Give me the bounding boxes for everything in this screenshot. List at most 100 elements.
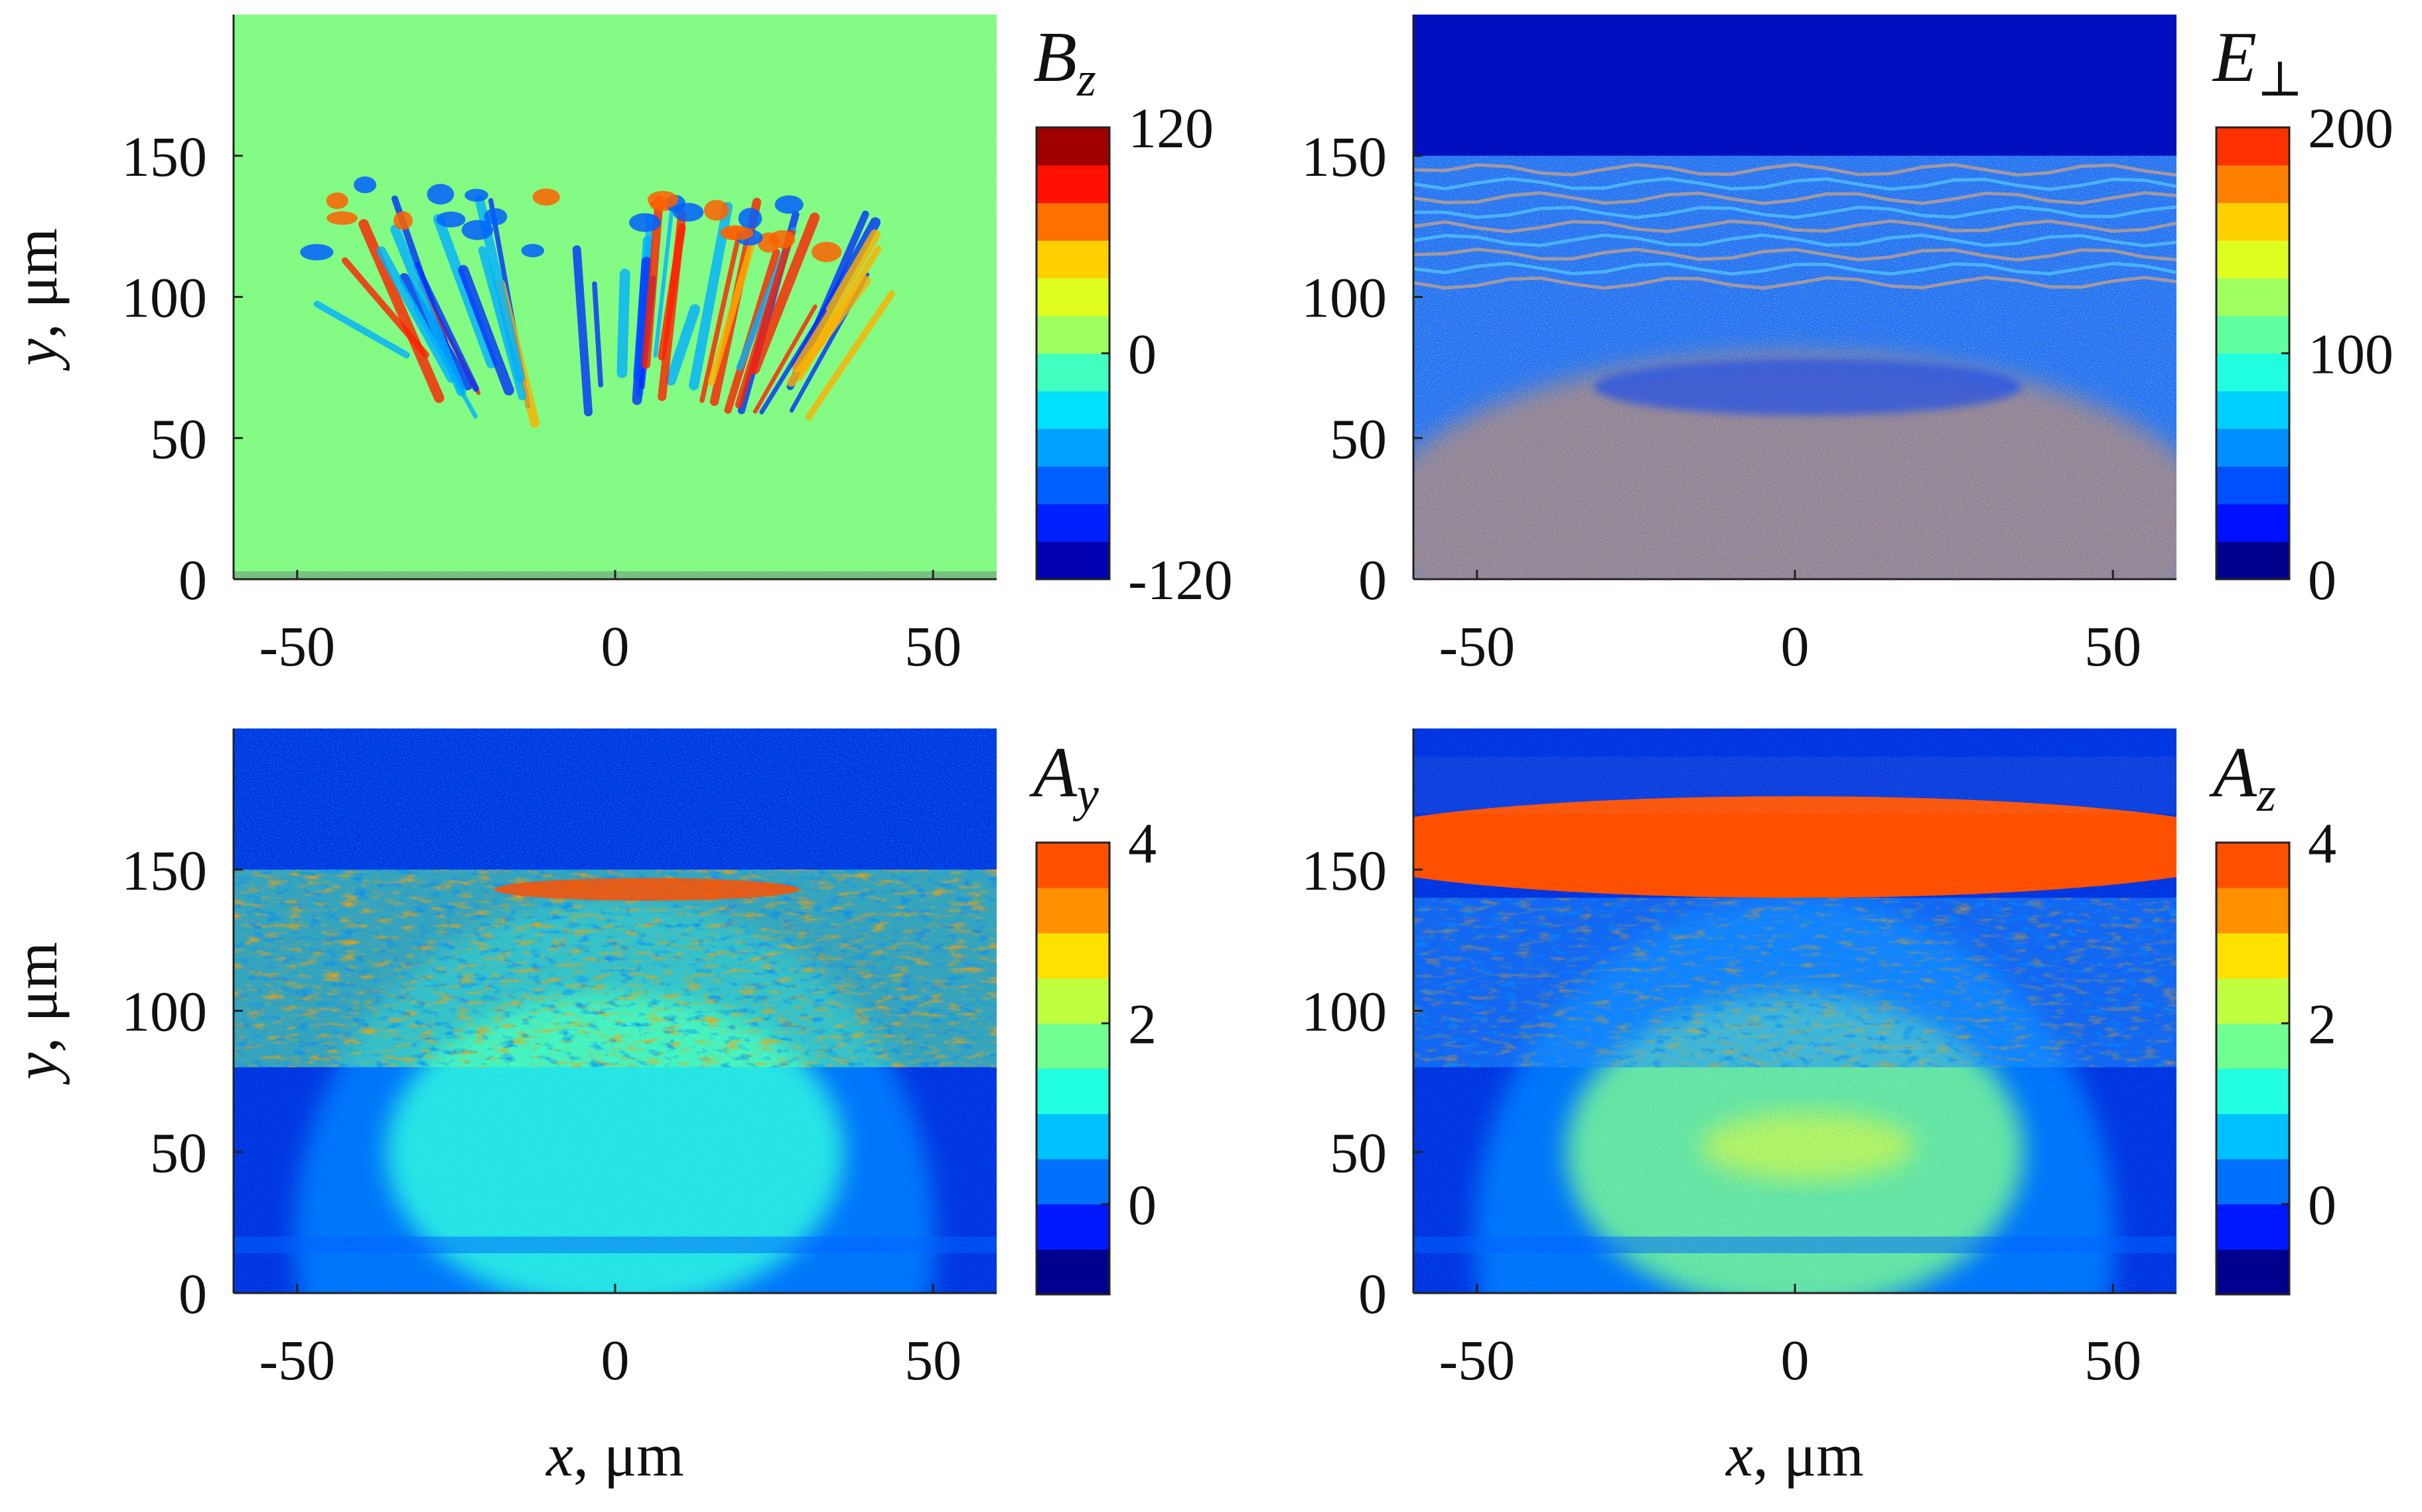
colorbar-swatch: [2216, 1249, 2289, 1295]
colorbar-tick-label: 0: [2308, 548, 2336, 612]
field-streak: [433, 214, 497, 369]
field-streak: [358, 219, 445, 403]
colorbar-swatch: [2216, 1068, 2289, 1115]
field-wave: [1413, 233, 2176, 247]
y-tick-label: 100: [1301, 266, 1387, 330]
colorbar-swatch: [1036, 127, 1109, 166]
field-wave: [1413, 176, 2176, 191]
colorbar-swatch: [2216, 127, 2289, 166]
colorbar-tick-label: 4: [2308, 811, 2336, 875]
x-tick-label: 50: [904, 614, 962, 678]
field-streak: [390, 224, 466, 397]
y-axis-label: y, μm: [2, 942, 70, 1085]
field-streak: [653, 200, 675, 358]
field-streak: [707, 237, 756, 386]
field-blob: [521, 243, 545, 257]
colorbar-title: E⊥: [2212, 18, 2303, 107]
field-wave: [1413, 275, 2176, 290]
colorbar-swatch: [2216, 1023, 2289, 1069]
field-top-noise: [1413, 756, 2176, 813]
colorbar-swatch: [1036, 202, 1109, 241]
field-hot-layer: [494, 878, 800, 901]
field-blob: [774, 195, 804, 214]
colorbar-tick-label: 0: [1128, 1173, 1157, 1237]
colorbar-title-subscript: y: [1072, 768, 1099, 822]
field-blob: [629, 213, 661, 232]
colorbar-tick-label: 100: [2308, 322, 2393, 386]
heatmap-ay: [234, 728, 997, 1293]
field-streak: [458, 265, 514, 396]
field-streak: [341, 257, 429, 358]
heatmap-bz: [234, 15, 997, 579]
colorbar-swatch: [2216, 1158, 2289, 1205]
field-streak: [376, 246, 457, 383]
colorbar-swatch: [1036, 1158, 1109, 1205]
colorbar-title-subscript: ⊥: [2257, 52, 2303, 107]
x-tick-label: -50: [259, 1328, 336, 1392]
y-tick-label: 150: [1301, 125, 1387, 188]
field-streak: [313, 301, 410, 359]
colorbar-swatch: [1036, 843, 1109, 888]
colorbar-swatch: [2216, 391, 2289, 429]
x-tick-label: 0: [1781, 614, 1810, 678]
colorbar-swatch: [2216, 843, 2289, 888]
y-axis-unit: μm: [2, 228, 70, 309]
colorbar-swatch: [1036, 1113, 1109, 1160]
x-axis-var: x: [545, 1421, 573, 1489]
colorbar-swatch: [2216, 429, 2289, 467]
field-void: [1594, 359, 2022, 416]
y-tick-label: 0: [1358, 1262, 1387, 1326]
field-streak: [616, 269, 630, 378]
y-tick-label: 150: [121, 125, 207, 188]
y-tick-label: 50: [1330, 407, 1387, 470]
colorbar-title: Ay: [1029, 733, 1099, 822]
colorbar-bz: 120 0 -120 Bz: [1033, 18, 1233, 612]
field-top-noise: [234, 728, 997, 870]
field-streak: [786, 276, 871, 387]
colorbar-swatch: [1036, 933, 1109, 979]
colorbar-swatch: [1036, 353, 1109, 391]
field-blob: [461, 220, 494, 240]
field-blob: [647, 190, 678, 209]
field-streak: [735, 229, 796, 409]
y-tick-label: 0: [178, 548, 207, 612]
field-streak: [666, 304, 701, 386]
colorbar-title-main: E: [2212, 18, 2257, 97]
x-tick-label: 50: [2084, 1328, 2141, 1392]
field-blob: [464, 188, 488, 202]
y-tick-label: 0: [1358, 548, 1387, 612]
field-wave: [1413, 191, 2176, 206]
y-axis-var: y: [2, 338, 70, 371]
x-tick-label: 50: [904, 1328, 962, 1392]
field-blob: [703, 200, 729, 221]
colorbar-title-subscript: z: [1076, 52, 1096, 107]
field-streak: [759, 308, 827, 415]
y-axis-unit: μm: [2, 942, 70, 1022]
field-streak: [699, 230, 742, 403]
colorbar-swatch: [1036, 978, 1109, 1024]
field-streak: [689, 202, 733, 391]
colorbar-swatch: [1036, 541, 1109, 580]
heatmap-az: [1413, 728, 2176, 1293]
colorbar-tick-label: 200: [2308, 96, 2393, 160]
field-blob: [300, 243, 334, 261]
y-axis-var: y: [2, 1052, 70, 1085]
field-noise-blue-band: [1413, 898, 2176, 1067]
panel-ay: -50 0 50 0 50 100 150 y, μm x, μm 4 2 0 Ay: [2, 728, 1157, 1489]
colorbar-swatch: [1036, 391, 1109, 429]
field-wave: [1413, 247, 2176, 262]
field-streak: [478, 246, 527, 401]
x-axis-label: x, μm: [545, 1421, 684, 1489]
field-blob: [436, 211, 466, 228]
field-blob: [326, 211, 358, 225]
x-axis-unit: μm: [1784, 1421, 1864, 1489]
x-tick-label: 0: [1781, 1328, 1810, 1392]
x-axis-unit: μm: [604, 1421, 684, 1489]
x-axis-var: x: [1725, 1421, 1753, 1489]
x-axis-label: x, μm: [1725, 1421, 1864, 1489]
y-tick-label: 0: [178, 1262, 207, 1326]
x-tick-label: -50: [1439, 614, 1516, 678]
field-blob: [393, 211, 413, 230]
colorbar-tick-label: 0: [1128, 322, 1157, 386]
colorbar-swatch: [2216, 1113, 2289, 1160]
